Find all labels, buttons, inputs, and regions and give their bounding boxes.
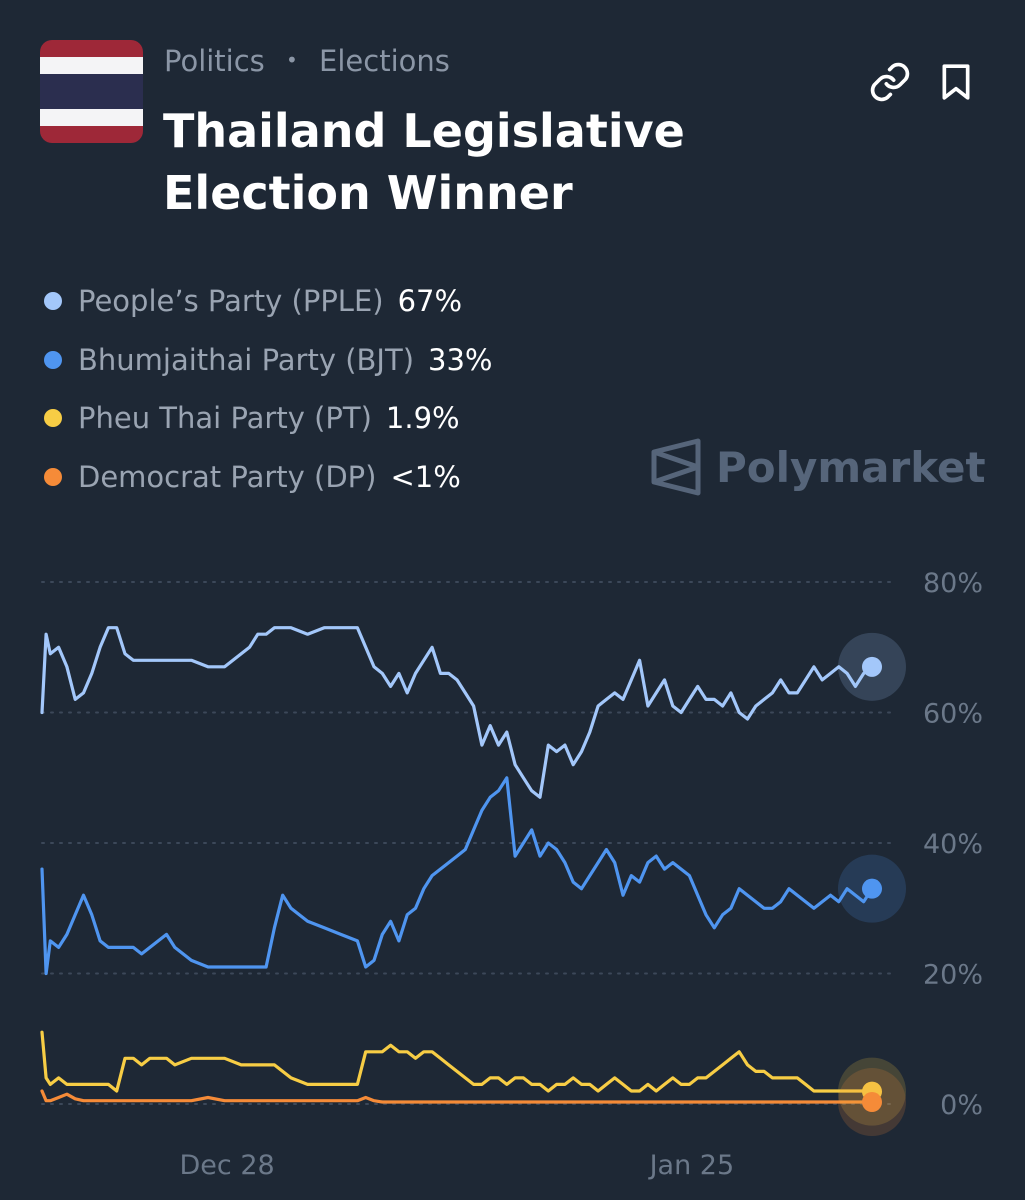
copy-link-button[interactable]	[866, 58, 914, 106]
link-icon	[870, 62, 910, 102]
end-marker-bjt	[862, 878, 882, 899]
polymarket-watermark: Polymarket	[650, 438, 986, 496]
legend-value: 67%	[397, 284, 463, 319]
breadcrumb-separator: •	[286, 48, 298, 72]
breadcrumb-politics[interactable]: Politics	[164, 44, 265, 78]
x-tick-label: Dec 28	[179, 1150, 274, 1181]
series-line-bjt	[40, 776, 874, 976]
chart-legend: People’s Party (PPLE) 67% Bhumjaithai Pa…	[44, 272, 492, 506]
legend-item-dp: Democrat Party (DP) <1%	[44, 448, 492, 507]
y-tick-label: 0%	[940, 1090, 983, 1121]
legend-swatch-pt	[44, 409, 62, 428]
y-tick-label: 40%	[923, 829, 983, 860]
series-line-pt	[40, 1030, 874, 1094]
y-tick-label: 20%	[923, 960, 983, 991]
legend-item-pple: People’s Party (PPLE) 67%	[44, 272, 492, 331]
end-marker-dp	[862, 1092, 882, 1113]
y-tick-label: 80%	[923, 568, 983, 599]
bookmark-icon	[942, 64, 970, 100]
series-line-pple	[40, 626, 874, 799]
legend-item-bjt: Bhumjaithai Party (BJT) 33%	[44, 331, 492, 390]
thailand-flag	[40, 40, 143, 143]
end-marker-pple	[862, 656, 882, 677]
y-tick-label: 60%	[923, 699, 983, 730]
price-chart: 0% 20% 40% 60% 80% Dec 28 Jan 25	[40, 568, 983, 1181]
legend-swatch-dp	[44, 467, 62, 486]
legend-label: Democrat Party (DP)	[78, 459, 377, 494]
x-tick-label: Jan 25	[648, 1150, 735, 1181]
legend-value: 1.9%	[385, 401, 460, 436]
legend-value: 33%	[428, 342, 493, 377]
legend-swatch-pple	[44, 292, 62, 311]
polymarket-logo-icon	[651, 438, 701, 496]
bookmark-button[interactable]	[932, 58, 980, 106]
breadcrumb: Politics • Elections	[164, 44, 450, 78]
breadcrumb-elections[interactable]: Elections	[319, 44, 450, 78]
legend-label: People’s Party (PPLE)	[78, 284, 384, 319]
page-title-line-1: Thailand Legislative	[163, 104, 685, 158]
legend-value: <1%	[390, 459, 461, 494]
watermark-text: Polymarket	[716, 442, 986, 492]
legend-swatch-bjt	[44, 350, 62, 369]
legend-label: Bhumjaithai Party (BJT)	[78, 342, 415, 377]
page-title: Thailand Legislative Election Winner	[163, 100, 685, 224]
page-title-line-2: Election Winner	[163, 166, 573, 220]
legend-item-pt: Pheu Thai Party (PT) 1.9%	[44, 389, 492, 448]
legend-label: Pheu Thai Party (PT)	[78, 401, 372, 436]
series-line-dp	[40, 1089, 874, 1104]
